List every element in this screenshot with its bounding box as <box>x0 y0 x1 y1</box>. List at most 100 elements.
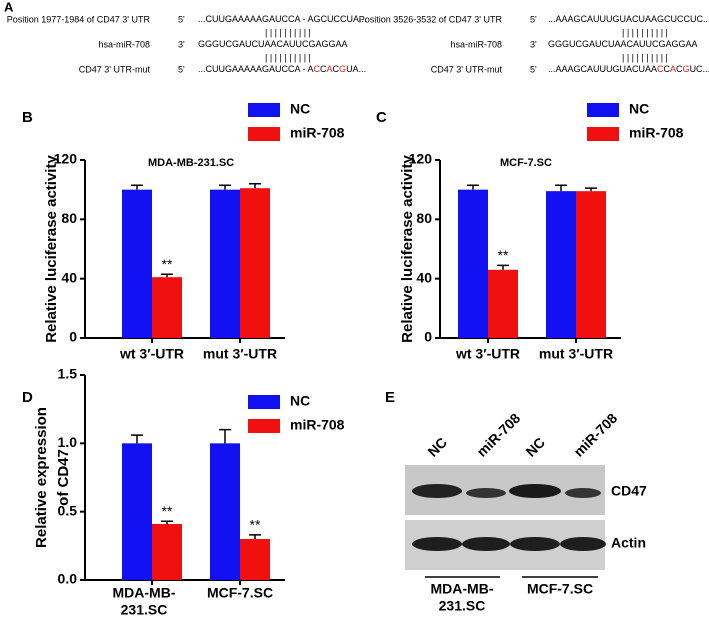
sequence-segment: ...AAAGCAUUUGUACUAA <box>548 64 657 74</box>
y-tick-label: 40 <box>61 269 77 285</box>
error-bar <box>131 184 143 190</box>
sequence-name: Position 3526-3532 of CD47 3' UTR <box>359 14 503 24</box>
bar <box>488 269 518 338</box>
sequence-name: CD47 3' UTR-mut <box>431 64 503 74</box>
sequence: ...AAAGCAUUUGUACUAAGCUCCUC... <box>548 14 709 24</box>
band <box>560 537 606 551</box>
x-tick-label: wt 3′-UTR <box>455 346 520 362</box>
lane-label: NC <box>424 434 450 460</box>
panel-label: E <box>385 389 395 406</box>
legend-swatch <box>248 419 280 433</box>
sequence: ...CUUGAAAAAGAUCCA - ACCACGUA... <box>198 64 366 74</box>
x-tick-label: MDA-MB- <box>113 585 176 601</box>
y-tick-label: 80 <box>416 210 432 226</box>
bar <box>122 189 152 338</box>
significance-mark: ** <box>162 256 173 272</box>
y-tick-label: 120 <box>54 151 78 167</box>
sequence-segment: A <box>327 64 333 74</box>
sequence-segment: C <box>676 64 683 74</box>
panel-label: A <box>4 0 14 14</box>
bar <box>240 539 270 580</box>
sequence-name: CD47 3' UTR-mut <box>79 64 151 74</box>
sequence-segment: UC... <box>690 64 709 74</box>
sequence-segment: ...AAAGCAUUUGUACUAAGCUCCUC... <box>548 14 709 24</box>
western-blot <box>405 465 606 578</box>
legend-swatch <box>248 127 280 141</box>
bar <box>546 191 576 338</box>
error-bar <box>161 273 173 278</box>
y-tick-label: 0.0 <box>58 571 78 587</box>
bar <box>458 189 488 338</box>
band-label: Actin <box>611 535 646 551</box>
y-axis-label: Relative expression <box>33 407 50 548</box>
x-tick-label: 231.SC <box>121 602 168 618</box>
legend-label: NC <box>290 393 310 409</box>
sequence-segment: C <box>657 64 664 74</box>
y-tick-label: 120 <box>409 151 433 167</box>
legend-label: NC <box>290 101 310 117</box>
lane-label: NC <box>522 434 548 460</box>
y-tick-label: 0.5 <box>58 502 78 518</box>
band <box>565 488 601 498</box>
bar <box>576 191 606 338</box>
sequence: ...CUUGAAAAAGAUCCA - AGCUCCUA... <box>198 14 367 24</box>
bar <box>152 523 182 580</box>
sequence-end: 3' <box>178 39 185 49</box>
y-axis-label: of CD47 <box>55 449 72 506</box>
legend-swatch <box>248 395 280 409</box>
x-tick-label: mut 3′-UTR <box>203 346 277 362</box>
chart-title: MDA-MB-231.SC <box>148 157 234 169</box>
sequence-segment: G <box>339 64 346 74</box>
sequence-segment: G <box>683 64 690 74</box>
sequence-end: 5' <box>530 14 537 24</box>
y-tick-label: 0 <box>69 329 77 345</box>
significance-mark: ** <box>162 503 173 519</box>
x-tick-label: mut 3′-UTR <box>539 346 613 362</box>
group-label: MCF-7.SC <box>527 581 593 597</box>
significance-mark: ** <box>250 517 261 533</box>
bar <box>152 277 182 338</box>
error-bar <box>249 182 261 189</box>
sequence-name: Position 1977-1984 of CD47 3' UTR <box>7 14 151 24</box>
error-bar <box>555 184 567 192</box>
significance-mark: ** <box>498 247 509 263</box>
y-tick-label: 0 <box>424 329 432 345</box>
error-bar <box>131 434 143 444</box>
sequence-end: 5' <box>178 64 185 74</box>
error-bar <box>497 264 509 270</box>
base-pairs: | | | | | | | | | | <box>265 52 311 62</box>
band <box>509 484 561 498</box>
error-bar <box>585 187 597 192</box>
panel-label: C <box>376 109 387 126</box>
sequence-segment: C <box>314 64 321 74</box>
legend-label: miR-708 <box>290 417 345 433</box>
group-label: 231.SC <box>439 598 486 614</box>
sequence: ...AAAGCAUUUGUACUAACCACGUC... <box>548 64 709 74</box>
legend-label: miR-708 <box>290 125 345 141</box>
band <box>466 488 506 498</box>
bar <box>122 443 152 580</box>
base-pairs: | | | | | | | | | | <box>622 27 668 37</box>
base-pairs: | | | | | | | | | | <box>622 52 668 62</box>
panel-label: B <box>22 109 33 126</box>
sequence-segment: GGGUCGAUCUAACAUUCGAGGAA <box>198 39 348 49</box>
legend-swatch <box>587 103 619 117</box>
sequence-segment: ...CUUGAAAAAGAUCCA - A <box>198 64 314 74</box>
y-tick-label: 40 <box>416 269 432 285</box>
x-tick-label: MCF-7.SC <box>207 585 273 601</box>
sequence-segment: C <box>320 64 327 74</box>
sequence-name: hsa-miR-708 <box>98 39 150 49</box>
error-bar <box>219 184 231 190</box>
bar <box>210 443 240 580</box>
sequence-segment: GGGUCGAUCUAACAUUCGAGGAA <box>548 39 698 49</box>
sequence-segment: A <box>670 64 676 74</box>
error-bar <box>467 184 479 190</box>
sequence: GGGUCGAUCUAACAUUCGAGGAA <box>198 39 348 49</box>
lane-label: miR-708 <box>473 410 523 460</box>
y-axis-label: Relative luciferase activity <box>43 155 60 343</box>
sequence-segment: C <box>333 64 340 74</box>
legend-swatch <box>587 127 619 141</box>
legend-label: NC <box>629 101 649 117</box>
base-pairs: | | | | | | | | | | <box>265 27 311 37</box>
